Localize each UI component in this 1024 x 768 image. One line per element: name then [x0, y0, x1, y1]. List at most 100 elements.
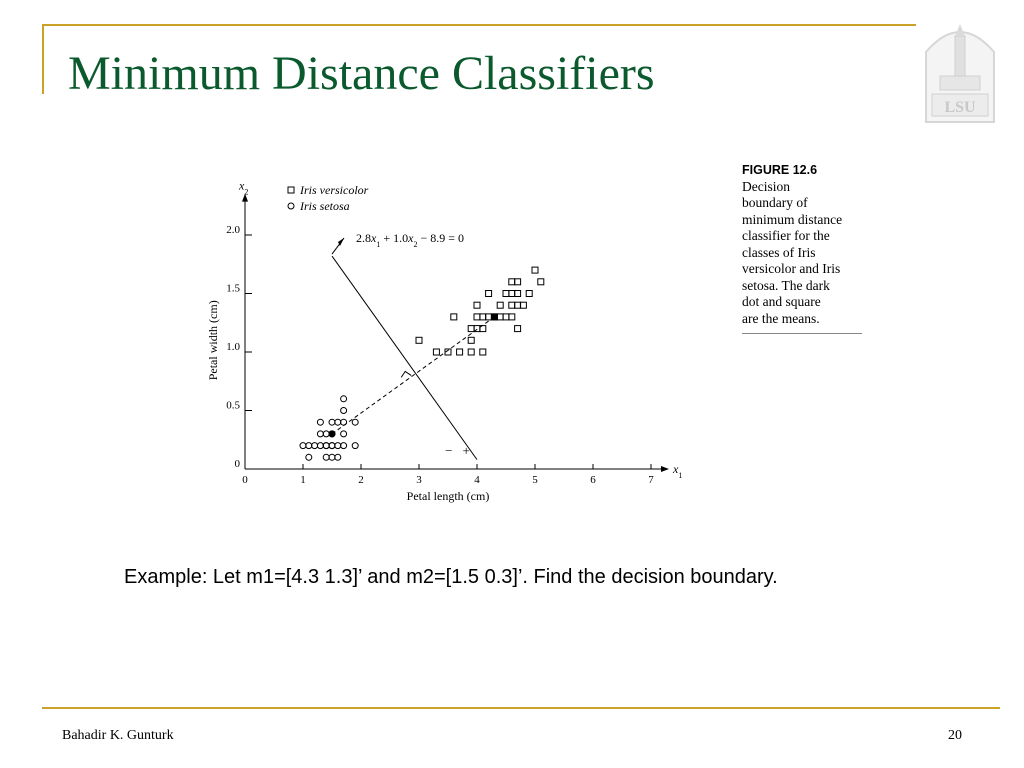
x-axis-label: Petal length (cm)	[407, 489, 490, 503]
means-connector-dashed	[331, 316, 495, 435]
x-tick-label: 2	[358, 474, 364, 486]
setosa-point	[351, 418, 359, 426]
right-angle-marker	[400, 370, 412, 378]
y-tick-label: 0.5	[226, 400, 240, 412]
versicolor-point	[496, 301, 504, 309]
x-tick-label: 0	[242, 474, 248, 486]
y-tick-label: 0	[235, 458, 241, 470]
setosa-point	[305, 442, 313, 450]
setosa-point	[328, 442, 336, 450]
x-tick-label: 7	[648, 474, 654, 486]
caption-line: classifier for the	[742, 228, 830, 243]
boundary-leader-arrow	[338, 238, 344, 247]
x-axis-arrow	[661, 466, 669, 472]
setosa-point	[316, 442, 324, 450]
page-number: 20	[948, 728, 962, 743]
caption-line: versicolor and Iris	[742, 261, 841, 276]
caption-rule	[742, 333, 862, 334]
versicolor-point	[432, 348, 440, 356]
versicolor-point	[508, 278, 516, 286]
caption-line: boundary of	[742, 195, 808, 210]
versicolor-point	[502, 290, 510, 297]
y-tick-label: 2.0	[226, 224, 240, 236]
versicolor-point	[467, 325, 475, 333]
setosa-point	[299, 442, 307, 450]
figure-caption: FIGURE 12.6 Decision boundary of minimum…	[742, 162, 868, 327]
setosa-point	[340, 395, 348, 403]
versicolor-point	[444, 348, 452, 356]
versicolor-point	[496, 313, 504, 321]
x-tick-label: 5	[532, 474, 538, 486]
versicolor-point	[479, 313, 487, 321]
versicolor-point	[485, 313, 493, 321]
title-left-rule	[42, 24, 44, 94]
setosa-point	[328, 453, 336, 461]
versicolor-point	[537, 278, 545, 286]
y-axis-name: x2	[238, 179, 248, 197]
versicolor-point	[502, 313, 510, 321]
setosa-point	[340, 430, 348, 438]
footer-author: Bahadir K. Gunturk	[62, 728, 174, 743]
x-axis-name: x1	[672, 462, 682, 480]
versicolor-point	[514, 325, 522, 333]
setosa-point	[334, 442, 342, 450]
setosa-mean-dot	[328, 430, 336, 438]
setosa-point	[340, 442, 348, 450]
setosa-point	[322, 430, 330, 438]
legend-label: Iris setosa	[299, 199, 350, 213]
caption-line: minimum distance	[742, 211, 843, 227]
versicolor-point	[467, 336, 475, 344]
caption-line: dot and square	[742, 294, 821, 309]
caption-line: are the means.	[742, 310, 820, 326]
legend-square-marker	[287, 186, 295, 194]
slide-title: Minimum Distance Classifiers	[68, 47, 655, 100]
setosa-point	[311, 442, 319, 450]
y-tick-label: 1.5	[226, 283, 240, 295]
versicolor-point	[508, 290, 516, 297]
setosa-point	[328, 418, 336, 426]
versicolor-point	[473, 301, 481, 309]
versicolor-point	[531, 266, 539, 274]
versicolor-point	[467, 348, 475, 356]
legend-circle-marker	[287, 202, 295, 210]
versicolor-point	[450, 313, 458, 321]
versicolor-point	[473, 313, 481, 321]
versicolor-point	[502, 290, 510, 297]
minus-side-label: −	[445, 443, 452, 458]
setosa-point	[305, 453, 313, 461]
x-tick-label: 1	[300, 474, 306, 486]
y-tick-label: 1.0	[226, 341, 240, 353]
y-axis-arrow	[242, 193, 248, 202]
versicolor-point	[415, 336, 423, 344]
caption-line: Decision	[742, 178, 790, 194]
versicolor-point	[479, 348, 487, 356]
x-tick-label: 6	[590, 474, 596, 486]
versicolor-point	[485, 290, 493, 297]
y-axis-label: Petal width (cm)	[206, 300, 220, 380]
versicolor-point	[519, 301, 527, 309]
versicolor-mean-square	[490, 313, 498, 321]
figure-heading: FIGURE 12.6	[742, 163, 818, 177]
versicolor-point	[456, 348, 464, 356]
setosa-point	[322, 453, 330, 461]
setosa-point	[316, 418, 324, 426]
versicolor-point	[525, 290, 533, 297]
versicolor-point	[514, 278, 522, 286]
versicolor-point	[514, 301, 522, 309]
x-tick-label: 4	[474, 474, 480, 486]
setosa-point	[316, 430, 324, 438]
versicolor-point	[514, 290, 522, 297]
footer-rule	[42, 707, 1000, 709]
versicolor-point	[508, 301, 516, 309]
boundary-equation-label: 2.8x1 + 1.0x2 − 8.9 = 0	[356, 231, 464, 249]
title-rule	[42, 24, 916, 26]
caption-line: setosa. The dark	[742, 277, 830, 293]
lsu-logo: LSU	[925, 24, 995, 123]
svg-text:LSU: LSU	[944, 99, 976, 116]
setosa-point	[351, 442, 359, 450]
x-tick-label: 3	[416, 474, 422, 486]
legend-label: Iris versicolor	[299, 183, 369, 197]
scatter-chart: 0 1 2 3 4 5 6 7 0 0.5 1.0 1.5 2.0 Petal length (cm) Pe…	[206, 179, 682, 503]
caption-line: classes of Iris	[742, 244, 816, 260]
setosa-point	[334, 453, 342, 461]
